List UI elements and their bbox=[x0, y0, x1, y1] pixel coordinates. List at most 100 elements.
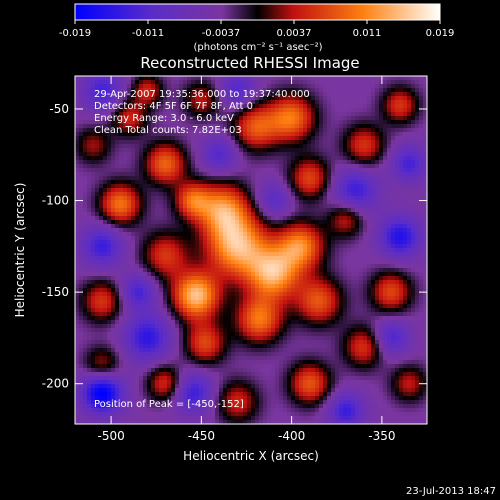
heatmap-cell bbox=[235, 212, 240, 217]
heatmap-cell bbox=[155, 108, 160, 113]
heatmap-cell bbox=[391, 140, 396, 145]
heatmap-cell bbox=[383, 212, 388, 217]
heatmap-cell bbox=[259, 176, 264, 181]
heatmap-cell bbox=[303, 76, 308, 81]
heatmap-cell bbox=[295, 276, 300, 281]
heatmap-cell bbox=[215, 100, 220, 105]
heatmap-cell bbox=[91, 284, 96, 289]
heatmap-cell bbox=[299, 104, 304, 109]
heatmap-cell bbox=[267, 232, 272, 237]
heatmap-cell bbox=[351, 288, 356, 293]
heatmap-cell bbox=[219, 112, 224, 117]
heatmap-cell bbox=[275, 128, 280, 133]
heatmap-cell bbox=[403, 184, 408, 189]
heatmap-cell bbox=[227, 296, 232, 301]
heatmap-cell bbox=[251, 120, 256, 125]
heatmap-cell bbox=[207, 252, 212, 257]
heatmap-cell bbox=[327, 284, 332, 289]
heatmap-cell bbox=[127, 168, 132, 173]
heatmap-cell bbox=[175, 160, 180, 165]
heatmap-cell bbox=[175, 288, 180, 293]
heatmap-cell bbox=[215, 120, 220, 125]
heatmap-cell bbox=[331, 268, 336, 273]
heatmap-cell bbox=[375, 196, 380, 201]
heatmap-cell bbox=[175, 84, 180, 89]
heatmap-cell bbox=[343, 284, 348, 289]
heatmap-cell bbox=[107, 216, 112, 221]
heatmap-cell bbox=[235, 248, 240, 253]
heatmap-cell bbox=[411, 276, 416, 281]
heatmap-cell bbox=[315, 168, 320, 173]
heatmap-cell bbox=[275, 188, 280, 193]
heatmap-cell bbox=[255, 184, 260, 189]
heatmap-cell bbox=[223, 196, 228, 201]
heatmap-cell bbox=[119, 208, 124, 213]
heatmap-cell bbox=[103, 260, 108, 265]
heatmap-cell bbox=[163, 284, 168, 289]
heatmap-cell bbox=[343, 80, 348, 85]
heatmap-cell bbox=[139, 240, 144, 245]
heatmap-cell bbox=[163, 264, 168, 269]
heatmap-cell bbox=[355, 136, 360, 141]
heatmap-cell bbox=[423, 276, 427, 281]
heatmap-cell bbox=[91, 256, 96, 261]
heatmap-cell bbox=[271, 260, 276, 265]
heatmap-cell bbox=[315, 196, 320, 201]
heatmap-cell bbox=[119, 148, 124, 153]
heatmap-cell bbox=[119, 268, 124, 273]
heatmap-cell bbox=[191, 144, 196, 149]
heatmap-cell bbox=[87, 160, 92, 165]
heatmap-cell bbox=[139, 208, 144, 213]
heatmap-cell bbox=[371, 212, 376, 217]
heatmap-cell bbox=[87, 140, 92, 145]
heatmap-cell bbox=[391, 96, 396, 101]
heatmap-cell bbox=[291, 84, 296, 89]
heatmap-cell bbox=[223, 280, 228, 285]
heatmap-cell bbox=[95, 88, 100, 93]
heatmap-cell bbox=[259, 100, 264, 105]
heatmap-cell bbox=[219, 280, 224, 285]
heatmap-cell bbox=[147, 100, 152, 105]
heatmap-cell bbox=[223, 156, 228, 161]
heatmap-cell bbox=[191, 252, 196, 257]
heatmap-cell bbox=[375, 112, 380, 117]
heatmap-cell bbox=[227, 240, 232, 245]
heatmap-cell bbox=[155, 288, 160, 293]
heatmap-cell bbox=[347, 100, 352, 105]
heatmap-cell bbox=[275, 156, 280, 161]
heatmap-cell bbox=[315, 96, 320, 101]
heatmap-cell bbox=[375, 104, 380, 109]
heatmap-cell bbox=[75, 224, 80, 229]
heatmap-cell bbox=[227, 276, 232, 281]
heatmap-cell bbox=[355, 180, 360, 185]
heatmap-cell bbox=[247, 124, 252, 129]
heatmap-cell bbox=[243, 180, 248, 185]
heatmap-cell bbox=[407, 280, 412, 285]
heatmap-cell bbox=[419, 76, 424, 81]
heatmap-cell bbox=[183, 296, 188, 301]
heatmap-cell bbox=[259, 152, 264, 157]
heatmap-cell bbox=[223, 220, 228, 225]
heatmap-cell bbox=[311, 120, 316, 125]
heatmap-cell bbox=[239, 88, 244, 93]
heatmap-cell bbox=[115, 96, 120, 101]
heatmap-cell bbox=[415, 152, 420, 157]
heatmap-cell bbox=[79, 192, 84, 197]
heatmap-cell bbox=[327, 256, 332, 261]
heatmap-cell bbox=[327, 280, 332, 285]
heatmap-cell bbox=[359, 212, 364, 217]
heatmap-cell bbox=[127, 240, 132, 245]
heatmap-cell bbox=[239, 236, 244, 241]
heatmap-cell bbox=[271, 128, 276, 133]
heatmap-cell bbox=[143, 184, 148, 189]
heatmap-cell bbox=[379, 104, 384, 109]
heatmap-cell bbox=[223, 292, 228, 297]
heatmap-cell bbox=[243, 112, 248, 117]
heatmap-cell bbox=[307, 88, 312, 93]
heatmap-cell bbox=[111, 272, 116, 277]
heatmap-cell bbox=[247, 120, 252, 125]
heatmap-cell bbox=[155, 136, 160, 141]
heatmap-cell bbox=[391, 264, 396, 269]
heatmap-cell bbox=[167, 224, 172, 229]
heatmap-cell bbox=[123, 80, 128, 85]
